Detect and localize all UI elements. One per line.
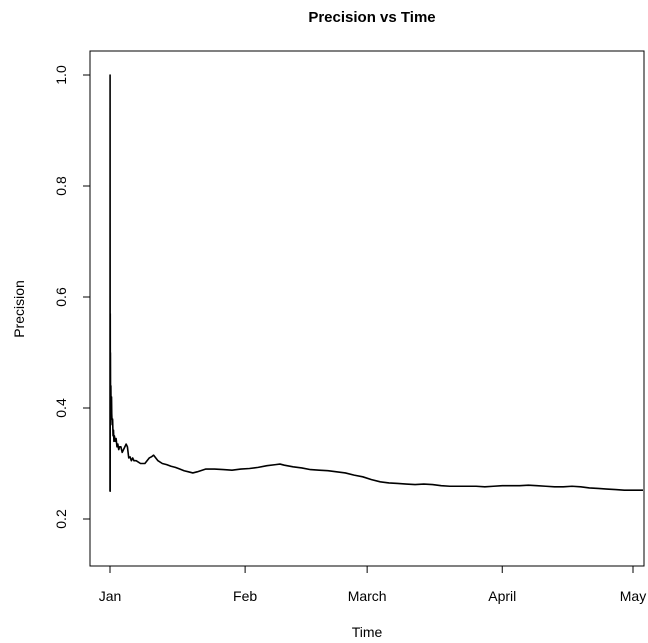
x-tick-label: May [620, 588, 646, 604]
x-tick-label: Jan [99, 588, 122, 604]
series-group [109, 74, 643, 493]
y-tick-label: 0.2 [53, 509, 69, 529]
y-tick-label: 1.0 [53, 65, 69, 85]
precision-series-line [109, 74, 643, 493]
x-axis-ticks: Jan Feb March April May [99, 566, 646, 604]
y-tick-label: 0.4 [53, 398, 69, 418]
x-tick-label: Feb [233, 588, 257, 604]
y-axis-label: Precision [11, 280, 27, 338]
y-tick-label: 0.6 [53, 287, 69, 307]
y-axis-ticks: 0.2 0.4 0.6 0.8 1.0 [53, 65, 90, 529]
plot-frame [89, 50, 645, 567]
x-tick-label: April [488, 588, 516, 604]
x-tick-label: March [348, 588, 387, 604]
y-tick-label: 0.8 [53, 176, 69, 196]
x-axis-label: Time [352, 624, 383, 640]
chart-title: Precision vs Time [308, 9, 435, 26]
